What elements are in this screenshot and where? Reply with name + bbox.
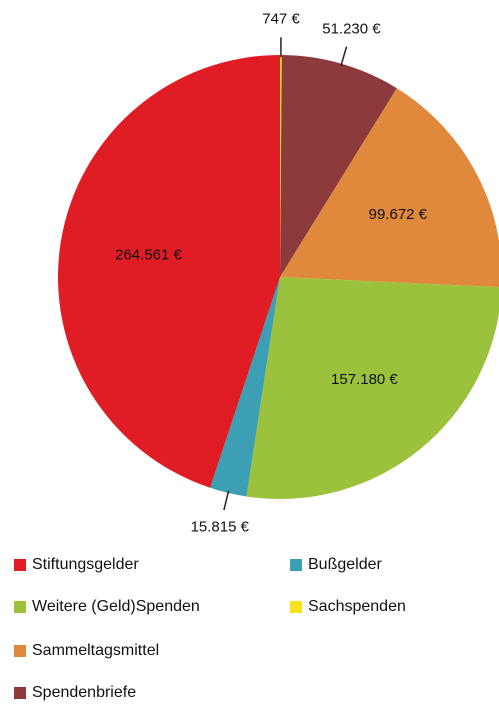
pie-slice (210, 277, 280, 497)
pie-slice (246, 277, 499, 499)
data-label: 15.815 € (191, 518, 250, 535)
legend-label: Spendenbriefe (32, 684, 136, 701)
legend-label: Stiftungsgelder (32, 556, 139, 573)
legend-label: Sachspenden (308, 598, 406, 615)
data-label: 99.672 € (369, 206, 428, 223)
legend-swatch (14, 601, 26, 613)
legend-swatch (290, 559, 302, 571)
data-label: 747 € (262, 10, 300, 27)
pie-slice (280, 55, 282, 277)
data-label: 157.180 € (331, 371, 398, 388)
legend-swatch (14, 559, 26, 571)
pie-slice (58, 55, 280, 488)
legend-swatch (14, 687, 26, 699)
pie-slice (280, 55, 397, 277)
data-label: 51.230 € (322, 21, 381, 38)
legend-swatch (290, 601, 302, 613)
data-label: 264.561 € (115, 247, 182, 264)
pie-slice (280, 88, 499, 288)
leader-line (340, 46, 348, 67)
legend-label: Weitere (Geld)Spenden (32, 598, 200, 615)
legend-swatch (14, 645, 26, 657)
legend-label: Bußgelder (308, 556, 382, 573)
legend-label: Sammeltagsmittel (32, 642, 159, 659)
leader-line (223, 490, 230, 511)
